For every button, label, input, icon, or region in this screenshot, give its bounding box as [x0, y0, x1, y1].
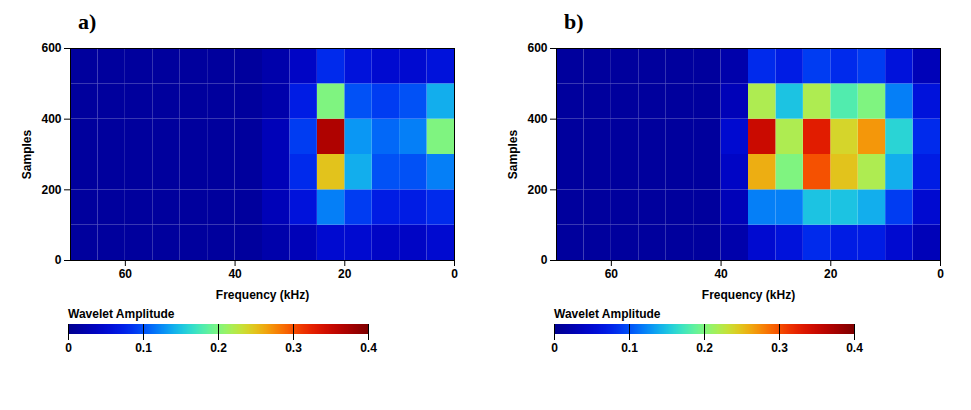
svg-text:Frequency (kHz): Frequency (kHz): [216, 288, 309, 302]
svg-text:0.4: 0.4: [360, 341, 377, 355]
svg-text:0.3: 0.3: [771, 341, 788, 355]
svg-text:600: 600: [41, 41, 61, 55]
svg-text:Wavelet Amplitude: Wavelet Amplitude: [554, 307, 661, 321]
svg-text:0: 0: [937, 267, 944, 281]
svg-text:0.2: 0.2: [210, 341, 227, 355]
svg-text:0: 0: [65, 341, 72, 355]
svg-text:0.1: 0.1: [135, 341, 152, 355]
svg-text:60: 60: [605, 267, 619, 281]
svg-text:Samples: Samples: [20, 129, 34, 179]
svg-text:20: 20: [824, 267, 838, 281]
svg-text:0.2: 0.2: [696, 341, 713, 355]
html-text:b): b): [564, 9, 584, 34]
svg-text:0: 0: [451, 267, 458, 281]
svg-text:200: 200: [527, 183, 547, 197]
svg-text:Samples: Samples: [506, 129, 520, 179]
svg-text:Wavelet Amplitude: Wavelet Amplitude: [68, 307, 175, 321]
svg-text:400: 400: [527, 112, 547, 126]
svg-text:0.3: 0.3: [285, 341, 302, 355]
svg-text:0.4: 0.4: [846, 341, 863, 355]
html-text:a): a): [78, 9, 97, 34]
svg-text:40: 40: [228, 267, 242, 281]
svg-text:0: 0: [541, 253, 548, 267]
svg-text:Frequency (kHz): Frequency (kHz): [702, 288, 795, 302]
svg-text:400: 400: [41, 112, 61, 126]
svg-text:60: 60: [119, 267, 133, 281]
svg-text:600: 600: [527, 41, 547, 55]
svg-text:0: 0: [55, 253, 62, 267]
svg-text:0.1: 0.1: [621, 341, 638, 355]
svg-text:20: 20: [338, 267, 352, 281]
svg-text:200: 200: [41, 183, 61, 197]
svg-text:0: 0: [551, 341, 558, 355]
svg-text:40: 40: [714, 267, 728, 281]
